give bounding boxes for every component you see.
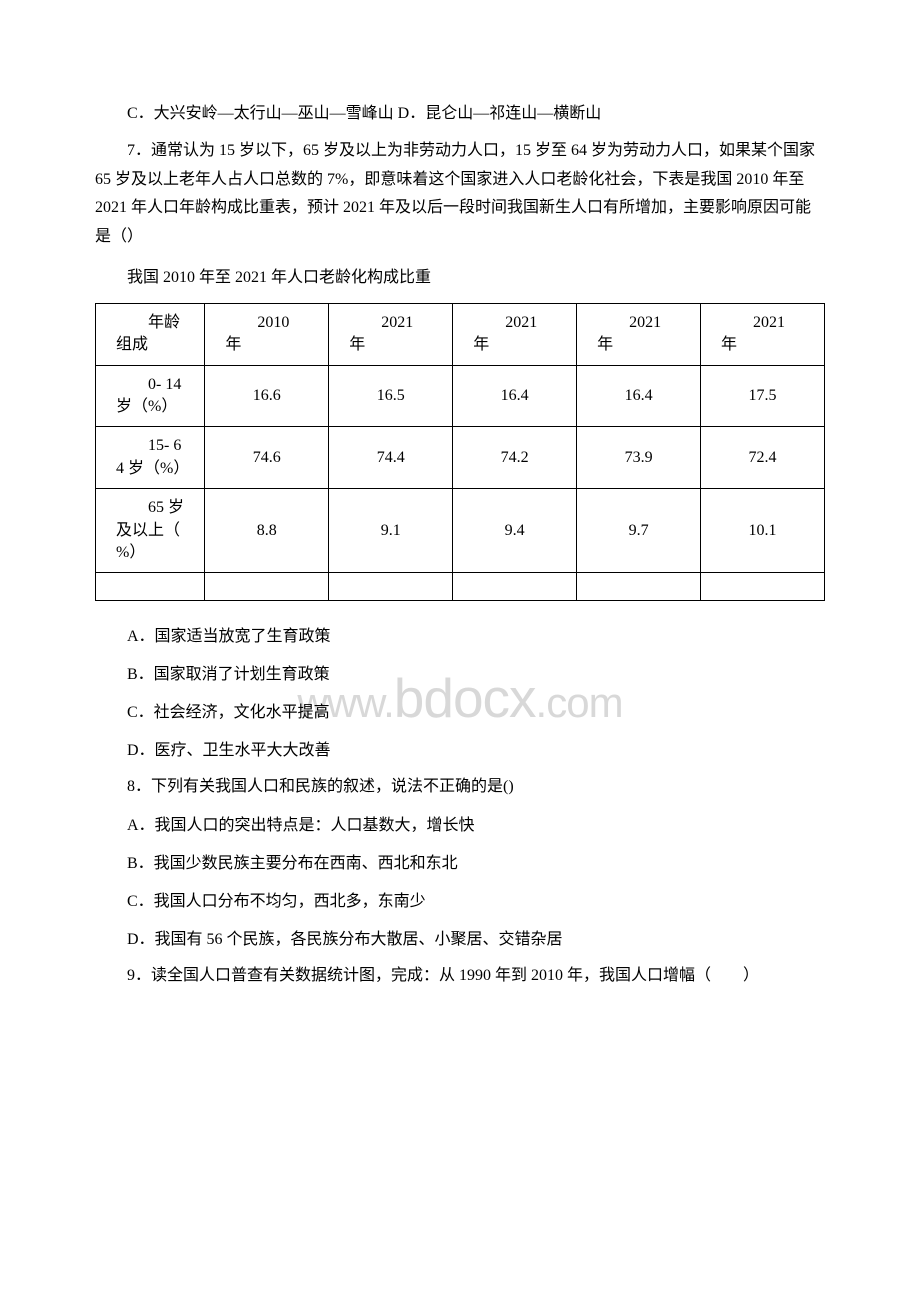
table-cell: 16.5 — [329, 365, 453, 427]
table-cell — [453, 573, 577, 601]
table-header-cell: 2021 年 — [329, 303, 453, 365]
table-empty-row — [96, 573, 825, 601]
table-cell — [96, 573, 205, 601]
table-cell: 74.4 — [329, 427, 453, 489]
table-row-label: 15- 6 4 岁（%） — [96, 427, 205, 489]
table-header-cell: 年龄 组成 — [96, 303, 205, 365]
q7-table: 年龄 组成 2010 年 2021 年 2021 年 2021 年 2021 — [95, 303, 825, 602]
table-row-label: 0- 14 岁（%） — [96, 365, 205, 427]
table-cell: 17.5 — [701, 365, 825, 427]
q7-option-a: A．国家适当放宽了生育政策 — [95, 621, 825, 653]
q6-options-cd: C．大兴安岭—太行山—巫山—雪峰山 D．昆仑山—祁连山—横断山 — [95, 100, 825, 129]
q7-option-c: C．社会经济，文化水平提高 — [95, 697, 825, 729]
table-cell: 74.2 — [453, 427, 577, 489]
table-row: 0- 14 岁（%） 16.6 16.5 16.4 16.4 17.5 — [96, 365, 825, 427]
page-content: C．大兴安岭—太行山—巫山—雪峰山 D．昆仑山—祁连山—横断山 7．通常认为 1… — [95, 100, 825, 991]
q9-stem: 9．读全国人口普查有关数据统计图，完成：从 1990 年到 2010 年，我国人… — [95, 962, 825, 991]
table-cell: 16.4 — [453, 365, 577, 427]
table-header-row: 年龄 组成 2010 年 2021 年 2021 年 2021 年 2021 — [96, 303, 825, 365]
q7-stem: 7．通常认为 15 岁以下，65 岁及以上为非劳动力人口，15 岁至 64 岁为… — [95, 137, 825, 252]
table-cell: 16.6 — [205, 365, 329, 427]
table-row: 65 岁 及以上（ %） 8.8 9.1 9.4 9.7 10.1 — [96, 489, 825, 573]
table-row-label: 65 岁 及以上（ %） — [96, 489, 205, 573]
table-cell: 8.8 — [205, 489, 329, 573]
q7-table-title: 我国 2010 年至 2021 年人口老龄化构成比重 — [95, 264, 825, 293]
table-cell: 74.6 — [205, 427, 329, 489]
table-header-cell: 2010 年 — [205, 303, 329, 365]
table-cell: 9.1 — [329, 489, 453, 573]
table-cell: 9.4 — [453, 489, 577, 573]
table-cell — [577, 573, 701, 601]
q8-option-b: B．我国少数民族主要分布在西南、西北和东北 — [95, 848, 825, 880]
table-cell — [701, 573, 825, 601]
table-row: 15- 6 4 岁（%） 74.6 74.4 74.2 73.9 72.4 — [96, 427, 825, 489]
table-cell: 72.4 — [701, 427, 825, 489]
table-header-cell: 2021 年 — [577, 303, 701, 365]
table-cell: 73.9 — [577, 427, 701, 489]
table-cell — [329, 573, 453, 601]
q8-option-d: D．我国有 56 个民族，各民族分布大散居、小聚居、交错杂居 — [95, 924, 825, 956]
table-header-cell: 2021 年 — [701, 303, 825, 365]
table-cell: 9.7 — [577, 489, 701, 573]
table-cell: 10.1 — [701, 489, 825, 573]
table-cell — [205, 573, 329, 601]
table-cell: 16.4 — [577, 365, 701, 427]
q7-option-d: D．医疗、卫生水平大大改善 — [95, 735, 825, 767]
table-header-cell: 2021 年 — [453, 303, 577, 365]
q7-option-b: B．国家取消了计划生育政策 — [95, 659, 825, 691]
q8-option-c: C．我国人口分布不均匀，西北多，东南少 — [95, 886, 825, 918]
q8-option-a: A．我国人口的突出特点是：人口基数大，增长快 — [95, 810, 825, 842]
q8-stem: 8．下列有关我国人口和民族的叙述，说法不正确的是() — [95, 773, 825, 802]
